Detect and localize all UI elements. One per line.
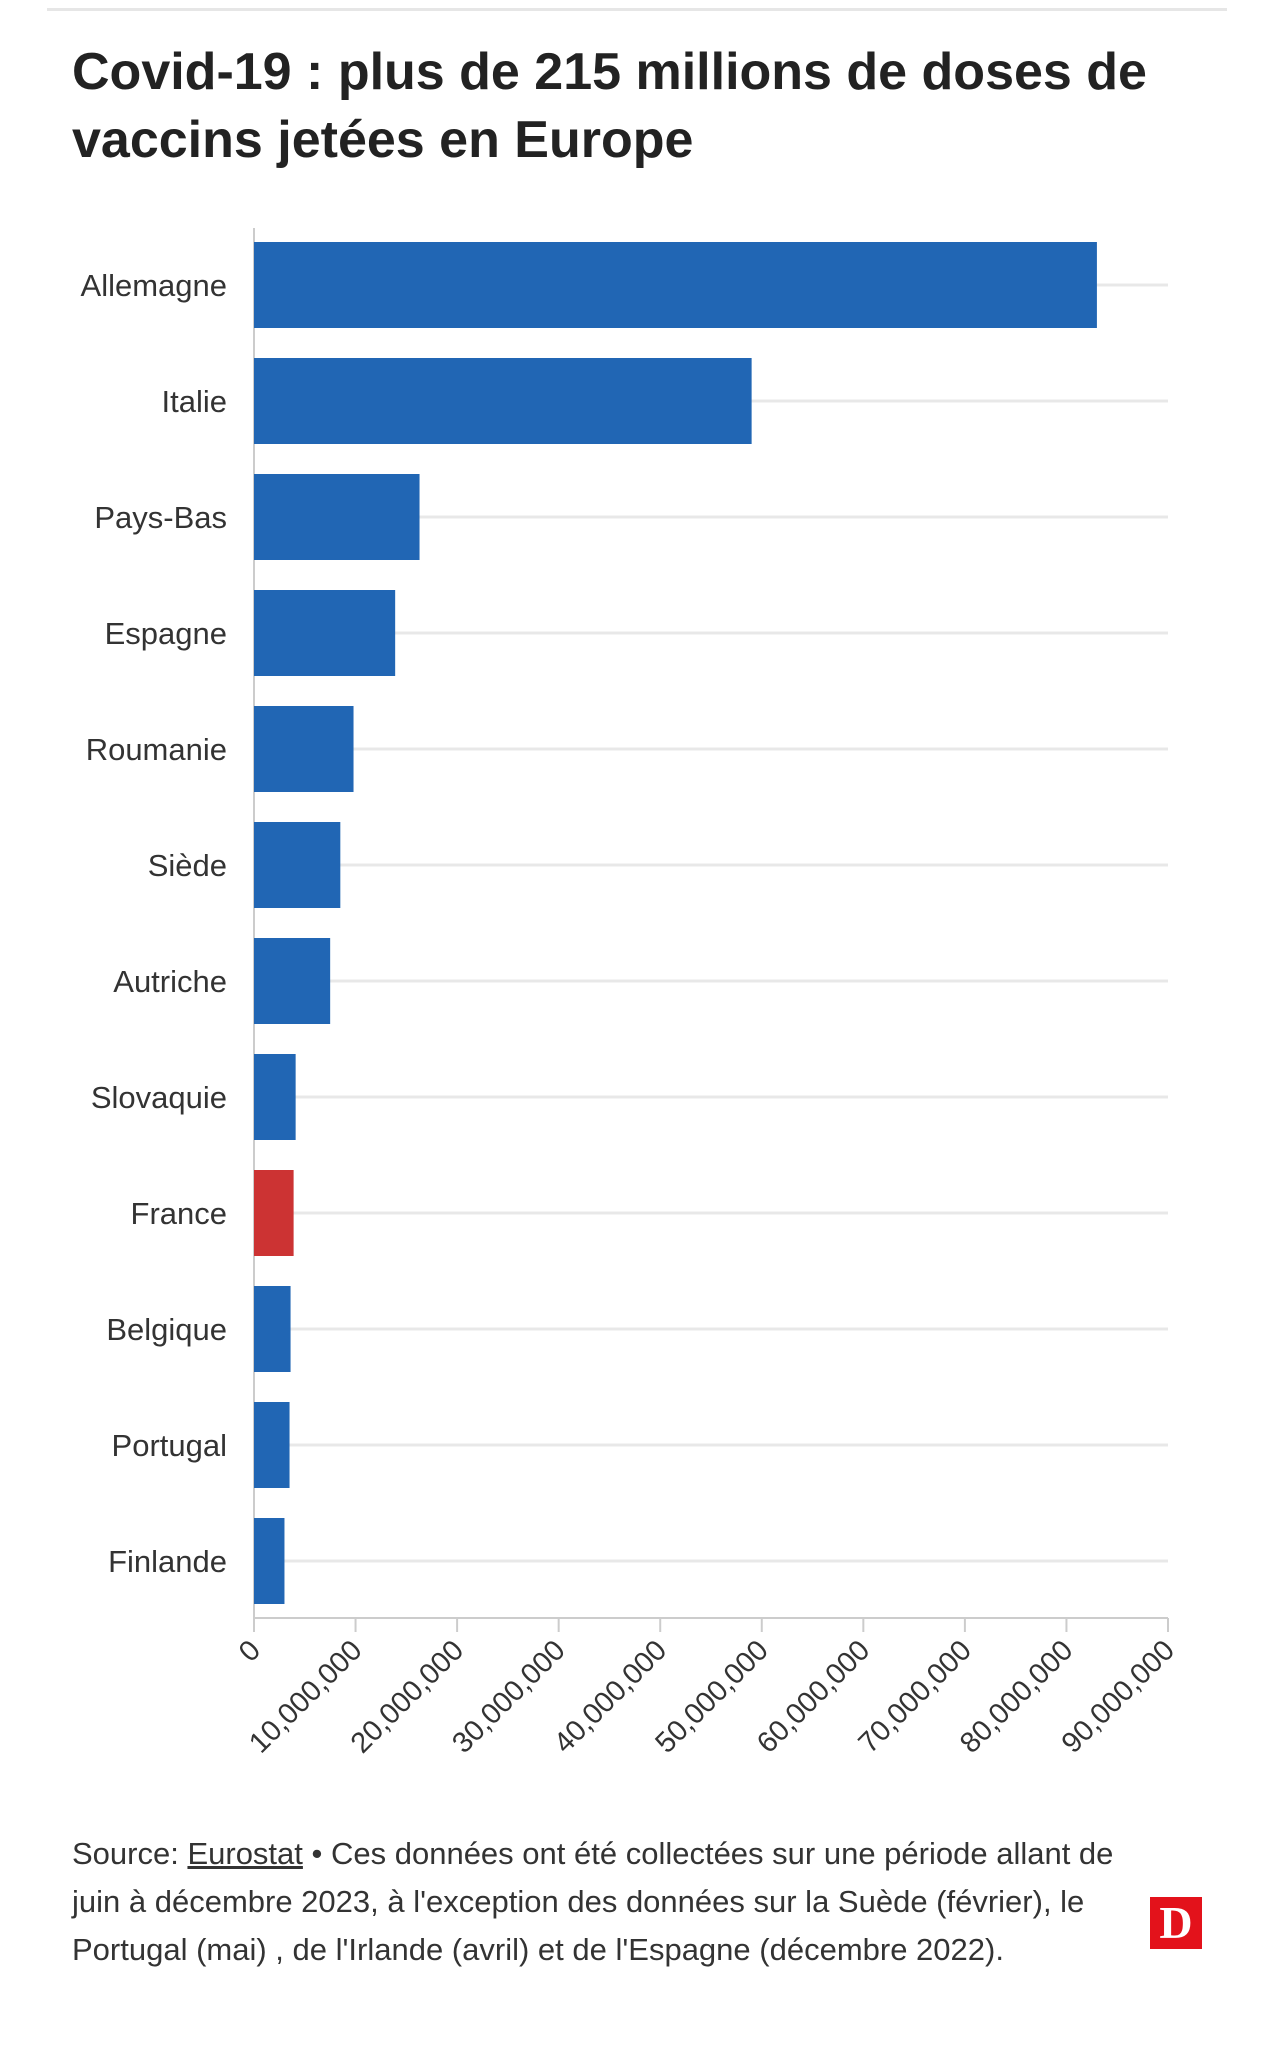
bar	[254, 474, 420, 560]
source-note: Source: Eurostat • Ces données ont été c…	[72, 1830, 1157, 1974]
source-note-text: • Ces données ont été collectées sur une…	[72, 1836, 1114, 1967]
bar	[254, 242, 1097, 328]
bar	[254, 1170, 294, 1256]
x-tick-label: 0	[233, 1634, 267, 1668]
category-label: Belgique	[106, 1312, 227, 1347]
bar-chart: Allemagne Italie Pays-Bas Espagne Roumanie Si…	[81, 228, 1181, 1760]
category-label: Pays-Bas	[94, 500, 227, 535]
category-label: Autriche	[113, 964, 227, 999]
bar	[254, 1054, 296, 1140]
category-label: Slovaquie	[91, 1080, 227, 1115]
category-label: Portugal	[112, 1428, 227, 1463]
bar	[254, 822, 341, 908]
bar	[254, 1518, 285, 1604]
bar	[254, 1286, 291, 1372]
top-divider	[47, 8, 1227, 11]
category-label: Espagne	[105, 616, 227, 651]
chart-title: Covid-19 : plus de 215 millions de doses…	[72, 43, 1147, 169]
bar	[254, 590, 396, 676]
bar	[254, 1402, 290, 1488]
source-prefix: Source:	[72, 1836, 188, 1871]
category-label: Italie	[162, 384, 227, 419]
category-label: France	[131, 1196, 227, 1231]
category-label: Finlande	[108, 1544, 227, 1579]
category-label: Allemagne	[81, 268, 227, 303]
bar	[254, 706, 354, 792]
bar	[254, 358, 752, 444]
bar	[254, 938, 331, 1024]
category-label: Siède	[148, 848, 227, 883]
source-link[interactable]: Eurostat	[187, 1836, 303, 1871]
publisher-logo: D	[1150, 1897, 1202, 1949]
category-label: Roumanie	[86, 732, 227, 767]
